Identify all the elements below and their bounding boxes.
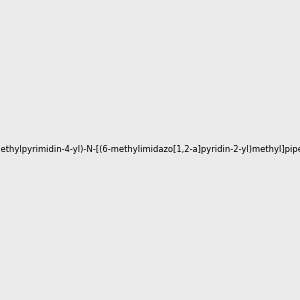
Text: 1-(6-ethyl-2-methylpyrimidin-4-yl)-N-[(6-methylimidazo[1,2-a]pyridin-2-yl)methyl: 1-(6-ethyl-2-methylpyrimidin-4-yl)-N-[(6… [0, 146, 300, 154]
